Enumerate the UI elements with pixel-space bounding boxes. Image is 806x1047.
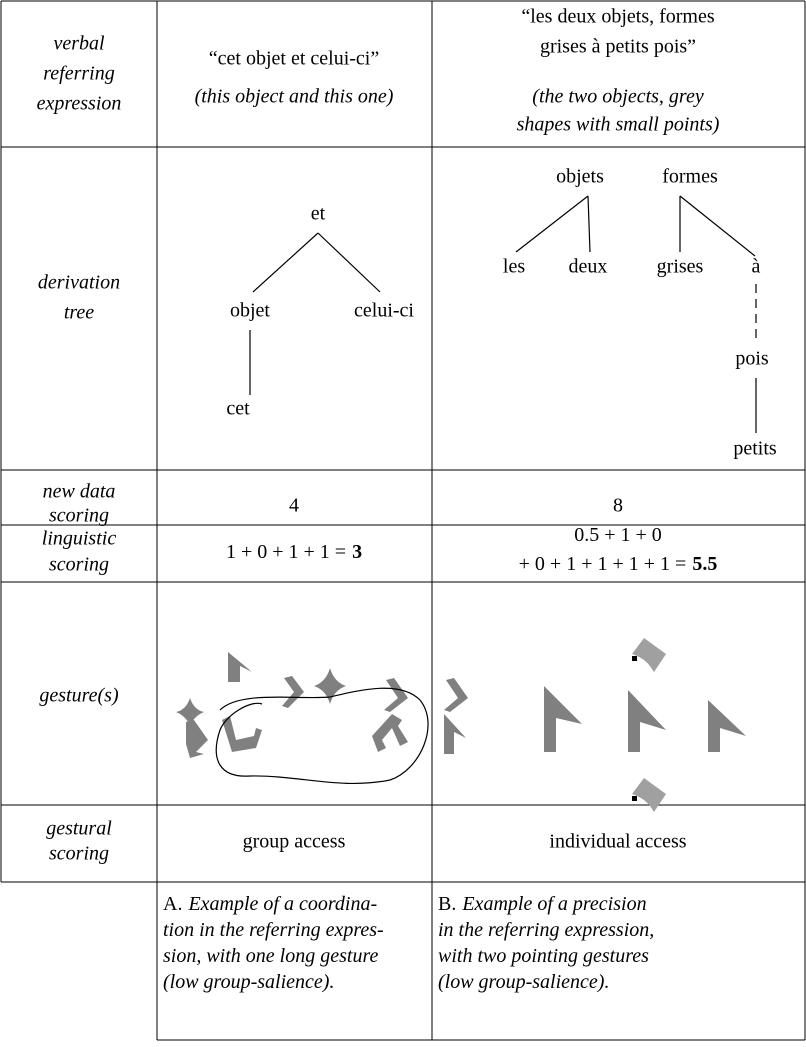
tree-edge — [679, 195, 756, 257]
score-terms: + 0 + 1 + 1 + 1 + 1 = — [519, 553, 687, 575]
row-label: expression — [37, 93, 122, 115]
gesture-illustration-b — [544, 638, 746, 812]
tree-node: petits — [733, 438, 777, 460]
tree-node: objets — [556, 166, 604, 188]
caption-line: (low group-salience). — [438, 971, 609, 993]
tree-edge — [317, 232, 381, 293]
caption-text: sion, with one long gesture — [163, 945, 378, 967]
caption-letter: A. — [163, 893, 182, 915]
caption-line: tion in the referring expres- — [163, 919, 384, 941]
tree-edge — [587, 195, 591, 253]
caption-line: in the referring expression, — [438, 919, 654, 941]
score-result: 5.5 — [692, 553, 717, 575]
tree-node: celui-ci — [354, 300, 414, 322]
caption-letter: B. — [438, 893, 456, 915]
score-line: 1 + 0 + 1 + 1 = 3 — [226, 541, 362, 563]
caption-text: (low group-salience). — [438, 971, 609, 993]
caption-line: with two pointing gestures — [438, 945, 649, 967]
score: 4 — [289, 495, 299, 517]
score-terms: 1 + 0 + 1 + 1 = — [226, 541, 346, 563]
row-label: scoring — [49, 554, 109, 576]
tree-edge — [252, 232, 319, 293]
gestural-score: group access — [243, 831, 346, 853]
tree-node: pois — [735, 348, 769, 370]
tree-edge — [515, 195, 589, 253]
score-terms: 0.5 + 1 + 0 — [574, 524, 662, 546]
gestural-score: individual access — [549, 831, 686, 853]
gesture-illustration-a — [176, 652, 468, 785]
score-line: + 0 + 1 + 1 + 1 + 1 = 5.5 — [519, 553, 718, 575]
caption-line: (low group-salience). — [163, 971, 334, 993]
quote: “cet objet et celui-ci” — [209, 48, 379, 70]
tree-node: deux — [569, 256, 608, 278]
translation: (the two objects, grey — [532, 86, 704, 108]
row-label: new data — [43, 481, 116, 503]
tree-node: à — [752, 256, 761, 278]
row-label: scoring — [49, 505, 109, 527]
row-label: derivation — [38, 272, 120, 294]
row-label: verbal — [53, 33, 105, 55]
caption-text: in the referring expression, — [438, 919, 654, 941]
tree-node: grises — [657, 256, 704, 278]
row-label: referring — [43, 63, 114, 85]
tree-node: formes — [662, 166, 718, 188]
tree-node: objet — [230, 300, 270, 322]
score: 8 — [613, 495, 623, 517]
caption-line: sion, with one long gesture — [163, 945, 378, 967]
caption-line: A. Example of a coordina- — [163, 893, 377, 915]
quote: grises à petits pois” — [540, 36, 696, 58]
caption-line: B. Example of a precision — [438, 893, 647, 915]
tree-node: les — [503, 256, 525, 278]
score-result: 3 — [352, 541, 362, 563]
tree-node: et — [311, 203, 326, 225]
score-line: 0.5 + 1 + 0 — [574, 524, 662, 546]
caption-text: tion in the referring expres- — [163, 919, 384, 941]
tree-node: cet — [226, 398, 250, 420]
caption-text: Example of a precision — [461, 893, 646, 915]
caption-text: with two pointing gestures — [438, 945, 649, 967]
quote: “les deux objets, formes — [521, 6, 714, 28]
row-label: tree — [64, 302, 94, 324]
row-label: gesture(s) — [39, 685, 119, 707]
row-label: scoring — [49, 843, 109, 865]
caption-text: (low group-salience). — [163, 971, 334, 993]
row-label: gestural — [46, 818, 112, 840]
translation: shapes with small points) — [517, 114, 720, 136]
row-label: linguistic — [42, 528, 117, 550]
caption-text: Example of a coordina- — [187, 893, 377, 915]
translation: (this object and this one) — [195, 86, 394, 108]
